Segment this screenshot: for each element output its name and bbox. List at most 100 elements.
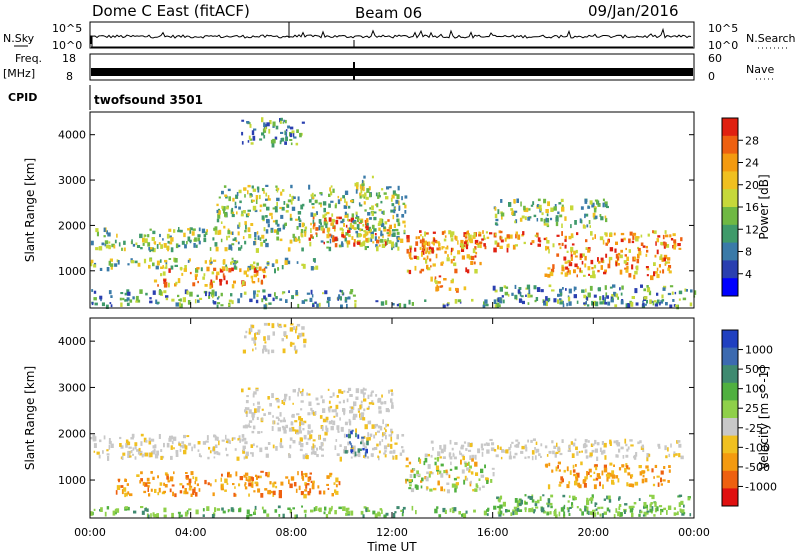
power-colorbar-swatch [722, 189, 738, 208]
time-xtick-label: 00:00 [74, 526, 106, 539]
nave-tick-top: 60 [708, 52, 722, 65]
figure-title: Dome C East (fitACF) [92, 2, 250, 20]
power-colorbar-swatch [722, 242, 738, 261]
power-panel-echo-region [430, 275, 467, 293]
velocity-colorbar: 1000 500 100 25 -25 -100 -500 -1000 [721, 329, 777, 507]
nave-label: Nave [746, 63, 774, 76]
power-colorbar-tick: 8 [745, 246, 752, 259]
power-ylabel: Slant Range [km] [23, 158, 37, 262]
power-panel-echo-region [153, 266, 267, 289]
velocity-colorbar-swatch [722, 347, 738, 366]
velocity-colorbar-tick: 100 [745, 383, 766, 396]
velocity-panel-echo-region [424, 438, 684, 462]
freq-strip [89, 53, 695, 81]
velocity-colorbar-swatch [722, 488, 738, 507]
power-colorbar-tick: 16 [745, 201, 759, 214]
velocity-panel-echo-region [544, 461, 671, 490]
velocity-colorbar-swatch [722, 330, 738, 349]
power-colorbar-swatch [722, 224, 738, 244]
power-panel-echo-region [90, 257, 319, 274]
velocity-colorbar-swatch [722, 453, 738, 472]
velocity-colorbar-tick: 1000 [745, 344, 773, 357]
power-colorbar-swatch [722, 118, 738, 137]
velocity-colorbar-tick: -100 [745, 441, 770, 454]
power-panel: 1000 2000 3000 4000 [58, 111, 697, 310]
power-panel-ytick-label: 3000 [58, 174, 86, 187]
velocity-colorbar-tick: -1000 [745, 480, 777, 493]
freq-unit: [MHz] [3, 67, 35, 80]
cpid-value: twofsound 3501 [94, 93, 203, 107]
power-colorbar-tick: 12 [745, 223, 759, 236]
nave-tick-bottom: 0 [708, 70, 715, 83]
nsearch-tick-top: 10^5 [708, 22, 738, 35]
power-panel-echo-region [241, 117, 305, 148]
power-panel-ytick-label: 1000 [58, 265, 86, 278]
velocity-colorbar-swatch [722, 435, 738, 454]
nsearch-label: N.Search [746, 32, 796, 45]
power-panel-echo-region [216, 184, 408, 231]
velocity-panel-ytick-label: 1000 [58, 474, 86, 487]
freq-label: Freq. [15, 52, 42, 65]
velocity-panel-echo-region [405, 456, 495, 494]
cpid-label: CPID [8, 91, 37, 104]
date-label: 09/Jan/2016 [588, 2, 679, 20]
freq-tick-top: 18 [62, 52, 76, 65]
velocity-colorbar-swatch [722, 382, 738, 401]
velocity-colorbar-swatch [722, 365, 738, 384]
nsky-strip [89, 21, 695, 49]
velocity-panel-echo-region [344, 429, 369, 457]
nsearch-tick-bottom: 10^0 [708, 39, 738, 52]
velocity-panel-echo-region [90, 505, 692, 520]
power-colorbar-tick: 20 [745, 179, 759, 192]
nsky-label: N.Sky [3, 32, 35, 45]
power-colorbar-tick: 4 [745, 268, 752, 281]
velocity-panel: 1000 2000 3000 4000 00:00 04:00 08:00 12:00 16:… [58, 302, 710, 539]
power-panel-echo-region [493, 198, 609, 229]
power-cbar-label: Power [dB] [757, 174, 771, 239]
time-xtick-label: 00:00 [678, 526, 710, 539]
power-panel-echo-region [354, 175, 380, 200]
velocity-panel-ytick-label: 3000 [58, 381, 86, 394]
power-colorbar: 4 8 12 16 20 24 28 [721, 117, 759, 297]
power-colorbar-swatch [722, 207, 738, 226]
velocity-panel-echo-region [90, 433, 405, 462]
power-panel-echo-region [492, 284, 697, 307]
velocity-panel-ytick-label: 4000 [58, 335, 86, 348]
power-colorbar-swatch [722, 135, 738, 155]
power-colorbar-tick: 24 [745, 157, 759, 170]
power-panel-ytick-label: 2000 [58, 219, 86, 232]
time-xlabel: Time UT [366, 540, 417, 554]
velocity-colorbar-swatch [722, 470, 738, 489]
power-colorbar-tick: 28 [745, 134, 759, 147]
velocity-panel-ytick-label: 2000 [58, 428, 86, 441]
power-panel-echo-region [419, 230, 683, 253]
power-panel-echo-region [544, 248, 672, 281]
power-panel-echo-region [406, 230, 482, 275]
velocity-colorbar-tick: 25 [745, 402, 759, 415]
time-xtick-label: 08:00 [275, 526, 307, 539]
time-xtick-label: 20:00 [577, 526, 609, 539]
power-colorbar-swatch [722, 260, 738, 279]
time-xtick-label: 16:00 [477, 526, 509, 539]
power-colorbar-swatch [722, 171, 738, 190]
nsky-tick-bottom: 10^0 [52, 39, 82, 52]
beam-label: Beam 06 [355, 4, 422, 22]
velocity-panel-echo-region [241, 387, 394, 438]
velocity-colorbar-tick: 500 [745, 363, 766, 376]
nsky-tick-top: 10^5 [52, 22, 82, 35]
power-colorbar-swatch [722, 153, 738, 172]
velocity-panel-echo-region [115, 470, 341, 499]
time-xtick-label: 12:00 [376, 526, 408, 539]
velocity-panel-echo-region [496, 494, 691, 517]
velocity-colorbar-tick: -25 [745, 422, 763, 435]
velocity-colorbar-tick: -500 [745, 461, 770, 474]
velocity-cbar-label: Velocity [m s^-1] [757, 366, 771, 470]
power-panel-ytick-label: 4000 [58, 129, 86, 142]
power-colorbar-swatch [722, 278, 738, 297]
velocity-panel-echo-region [242, 322, 307, 355]
velocity-ylabel: Slant Range [km] [23, 366, 37, 470]
freq-tick-bottom: 8 [66, 70, 73, 83]
power-panel-echo-region [90, 225, 406, 253]
velocity-colorbar-swatch [722, 418, 738, 437]
